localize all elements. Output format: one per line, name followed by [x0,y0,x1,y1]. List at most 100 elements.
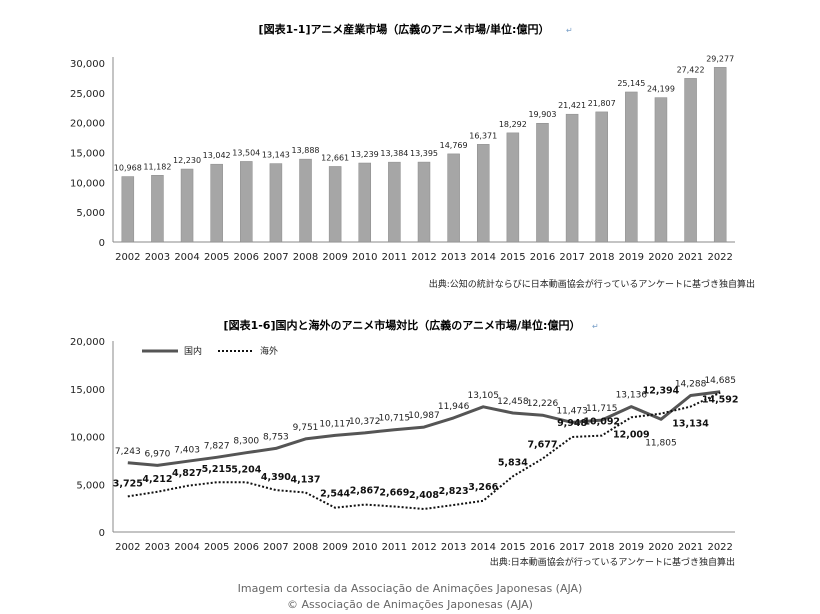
bar-value-label: 16,371 [469,131,497,140]
domestic-value-label: 10,987 [408,411,440,421]
domestic-value-label: 11,473 [556,406,588,416]
x-tick-label: 2014 [471,542,496,553]
bar [654,97,668,243]
overseas-value-label: 5,215 [202,464,232,475]
x-tick-label: 2015 [500,252,525,263]
x-tick-label: 2009 [322,542,347,553]
x-tick-label: 2004 [174,542,199,553]
overseas-value-label: 13,134 [672,419,709,430]
bar-value-label: 13,888 [292,146,320,155]
overseas-value-label: 2,544 [320,489,350,500]
domestic-series-line [127,390,721,467]
bar [121,176,135,243]
legend-domestic-label: 国内 [184,345,202,357]
bar-value-label: 12,661 [321,153,349,162]
bar-value-label: 21,807 [588,99,616,108]
bar-value-label: 24,199 [647,85,675,94]
bar-value-label: 13,504 [232,148,260,157]
overseas-value-label: 3,266 [468,482,498,493]
x-tick-label: 2006 [234,542,259,553]
bar [240,161,253,243]
overseas-value-label: 4,827 [172,468,202,479]
overseas-value-label: 9,948 [557,418,587,429]
x-tick-label: 2007 [263,252,288,263]
y-tick-label: 5,000 [76,208,105,219]
bar [565,113,579,243]
bar-value-label: 13,042 [203,151,231,160]
overseas-value-label: 2,669 [379,488,409,499]
overseas-value-label: 2,408 [409,490,439,501]
x-tick-label: 2009 [322,252,347,263]
bar [536,122,549,243]
y-tick-label: 25,000 [70,89,105,100]
bar [299,158,312,243]
bar-value-label: 13,143 [262,151,290,160]
return-mark: ↵ [592,322,599,331]
overseas-value-label: 3,725 [113,478,143,489]
bar-value-label: 27,422 [677,65,705,74]
x-tick-label: 2020 [648,252,673,263]
legend-overseas-label: 海外 [260,345,278,357]
overseas-value-label: 10,092 [583,417,620,428]
x-tick-label: 2012 [411,542,436,553]
bar [358,162,372,243]
domestic-value-label: 14,288 [675,380,707,390]
x-tick-label: 2007 [263,542,288,553]
x-tick-label: 2018 [589,542,614,553]
market-bar-chart: [図表1-1]アニメ産業市場（広義のアニメ市場/単位:億円） ↵ 出典:公知の統… [0,0,820,305]
bar-value-label: 10,968 [114,164,142,173]
x-tick-label: 2014 [471,252,496,263]
domestic-value-label: 13,136 [616,391,648,401]
y-tick-label: 0 [99,238,105,249]
bar [328,166,342,243]
overseas-value-label: 4,212 [142,474,172,485]
x-tick-label: 2010 [352,252,377,263]
bar [180,168,194,243]
bar [417,161,431,243]
domestic-value-label: 7,827 [204,441,230,451]
x-tick-label: 2012 [411,252,436,263]
y-tick-label: 15,000 [70,385,105,396]
x-tick-label: 2006 [234,252,259,263]
x-tick-label: 2013 [441,542,466,553]
y-tick-label: 15,000 [70,149,105,160]
bar [684,78,697,243]
overseas-value-label: 4,137 [290,474,320,485]
overseas-value-label: 12,009 [613,429,650,440]
y-tick-label: 30,000 [70,59,105,70]
bar-value-label: 12,230 [173,156,201,165]
bar [151,175,164,243]
bar-value-label: 13,239 [351,150,379,159]
overseas-value-label: 14,592 [702,395,739,406]
x-tick-label: 2008 [293,542,318,553]
y-tick-label: 10,000 [70,433,105,444]
x-tick-label: 2021 [678,252,703,263]
x-tick-label: 2018 [589,252,614,263]
bar [476,144,490,243]
x-tick-label: 2002 [115,252,140,263]
bar-value-label: 18,292 [499,120,527,129]
x-tick-label: 2017 [559,252,584,263]
x-tick-label: 2008 [293,252,318,263]
line-chart-source: 出典:日本動画協会が行っているアンケートに基づき独自算出 [490,556,735,568]
return-mark: ↵ [566,26,573,35]
bar [595,111,608,243]
copyright-credit: © Associação de Animações Japonesas (AJA… [287,598,533,611]
bar [625,91,638,243]
bar [506,132,520,243]
market-bar-chart-svg: [図表1-1]アニメ産業市場（広義のアニメ市場/単位:億円） ↵ 出典:公知の統… [70,22,755,290]
domestic-value-label: 8,753 [263,432,289,442]
domestic-overseas-line-chart: [図表1-6]国内と海外のアニメ市場対比（広義のアニメ市場/単位:億円） ↵ 国… [0,305,820,585]
y-tick-label: 20,000 [70,119,105,130]
bar-value-label: 11,182 [143,162,171,171]
image-credit: Imagem cortesia da Associação de Animaçõ… [237,582,583,595]
overseas-value-label: 4,390 [261,472,291,483]
domestic-value-label: 8,300 [233,437,259,447]
domestic-value-label: 7,243 [115,447,141,457]
domestic-value-label: 13,105 [467,391,499,401]
x-tick-label: 2016 [530,542,555,553]
domestic-value-label: 10,715 [379,414,411,424]
x-tick-label: 2003 [145,252,170,263]
domestic-value-label: 12,458 [497,397,529,407]
bar [269,163,283,243]
